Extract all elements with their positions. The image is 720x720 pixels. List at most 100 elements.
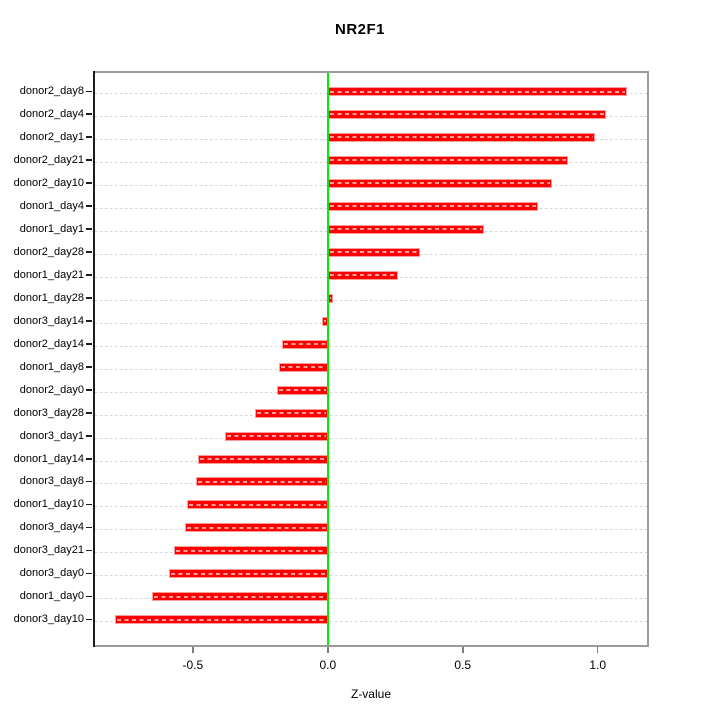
y-axis-tick — [86, 343, 92, 345]
y-axis-tick — [86, 595, 92, 598]
y-axis-tick — [86, 435, 92, 437]
y-axis-tick — [86, 113, 92, 115]
bar-inner-dashline — [200, 458, 326, 461]
bar-inner-dashline — [329, 251, 418, 254]
bar-inner-dashline — [189, 503, 326, 506]
y-axis-tick — [86, 159, 92, 161]
x-axis-tick-label: 0.5 — [454, 658, 472, 672]
y-axis-tick — [86, 618, 92, 621]
gridline — [95, 391, 647, 393]
bar-inner-dashline — [329, 136, 594, 139]
bar-inner-dashline — [329, 274, 396, 277]
y-axis-tick — [86, 182, 92, 184]
y-axis-tick — [86, 458, 92, 460]
y-axis-label: donor2_day0 — [19, 383, 84, 396]
y-axis-tick — [86, 572, 92, 575]
bar — [276, 385, 328, 395]
y-axis-label: donor2_day10 — [13, 176, 84, 189]
y-axis-tick — [86, 90, 92, 92]
bar-inner-dashline — [154, 595, 326, 598]
bar — [168, 569, 328, 579]
x-axis-tick — [327, 647, 329, 653]
y-axis-label: donor2_day8 — [19, 85, 84, 97]
y-axis-label: donor3_day4 — [19, 521, 84, 534]
gridline — [95, 552, 647, 554]
x-axis-tick — [462, 647, 464, 653]
y-axis-line — [93, 71, 95, 647]
gridline — [95, 621, 647, 623]
y-axis-tick — [86, 549, 92, 552]
y-axis-tick — [86, 297, 92, 299]
x-axis-tick — [192, 647, 194, 653]
bar-inner-dashline — [329, 159, 567, 162]
gridline — [95, 506, 647, 508]
y-axis-label: donor1_day8 — [19, 360, 84, 373]
x-axis-title: Z-value — [350, 687, 391, 701]
y-axis-tick — [86, 389, 92, 391]
gridline — [95, 460, 647, 462]
y-axis-tick — [86, 274, 92, 276]
y-axis-label: donor2_day14 — [13, 337, 84, 350]
y-axis-label: donor3_day10 — [13, 613, 84, 626]
gridline — [95, 529, 647, 531]
bar-inner-dashline — [281, 366, 326, 369]
gridline — [95, 299, 647, 301]
bar-inner-dashline — [197, 480, 326, 483]
y-axis-label: donor1_day10 — [13, 498, 84, 511]
bar — [327, 87, 628, 96]
bar — [195, 477, 328, 487]
y-axis-tick — [86, 228, 92, 230]
bar-inner-dashline — [278, 389, 326, 392]
bar-inner-dashline — [256, 412, 326, 415]
y-axis-tick — [86, 205, 92, 207]
plot-area — [93, 71, 649, 647]
bar — [327, 270, 398, 280]
y-axis-tick — [86, 251, 92, 253]
bar — [327, 132, 596, 142]
y-axis-label: donor1_day21 — [13, 268, 84, 281]
bar — [327, 178, 552, 188]
x-axis-tick — [596, 647, 599, 653]
y-axis-tick — [86, 366, 92, 368]
bar-inner-dashline — [329, 228, 483, 231]
y-axis-label: donor2_day1 — [19, 130, 84, 143]
y-axis-label: donor3_day1 — [19, 429, 84, 442]
chart-title: NR2F1 — [334, 21, 385, 38]
y-axis-label: donor1_day4 — [19, 199, 84, 212]
bar-inner-dashline — [170, 572, 326, 575]
y-axis-label: donor3_day28 — [13, 406, 84, 419]
y-axis-label: donor3_day0 — [19, 567, 84, 580]
gridline — [95, 322, 647, 324]
y-axis-tick — [86, 136, 92, 138]
bar — [184, 523, 328, 533]
bar — [327, 224, 485, 234]
bar-inner-dashline — [329, 90, 626, 93]
gridline — [95, 483, 647, 485]
bar — [254, 408, 328, 418]
bar-inner-dashline — [283, 343, 326, 346]
bar-inner-dashline — [329, 297, 332, 300]
y-axis-label: donor2_day28 — [13, 245, 84, 258]
y-axis-tick — [86, 320, 92, 322]
x-axis-tick-label: 0.0 — [319, 658, 337, 672]
y-axis-label: donor1_day1 — [19, 222, 84, 235]
bar — [279, 362, 328, 372]
bar-inner-dashline — [324, 320, 326, 323]
bar — [281, 339, 328, 349]
bar — [114, 615, 328, 625]
x-axis-tick-label: -0.5 — [182, 658, 204, 672]
y-axis-tick — [86, 526, 92, 529]
y-axis-label: donor2_day4 — [19, 107, 84, 120]
bar-inner-dashline — [116, 618, 326, 621]
y-axis-tick — [86, 412, 92, 414]
y-axis-label: donor2_day21 — [13, 153, 84, 166]
bar-inner-dashline — [175, 549, 326, 552]
bar-inner-dashline — [186, 526, 326, 529]
y-axis-label: donor1_day14 — [13, 452, 84, 465]
bar — [173, 546, 328, 556]
bar — [327, 247, 420, 257]
gridline — [95, 437, 647, 439]
x-axis-tick-label: 1.0 — [589, 658, 607, 672]
y-axis-label: donor3_day8 — [19, 475, 84, 488]
